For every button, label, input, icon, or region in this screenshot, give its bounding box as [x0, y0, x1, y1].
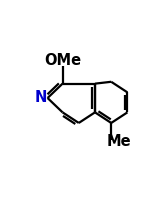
Text: N: N	[34, 91, 47, 105]
Text: Me: Me	[107, 134, 132, 149]
Text: OMe: OMe	[44, 53, 81, 68]
